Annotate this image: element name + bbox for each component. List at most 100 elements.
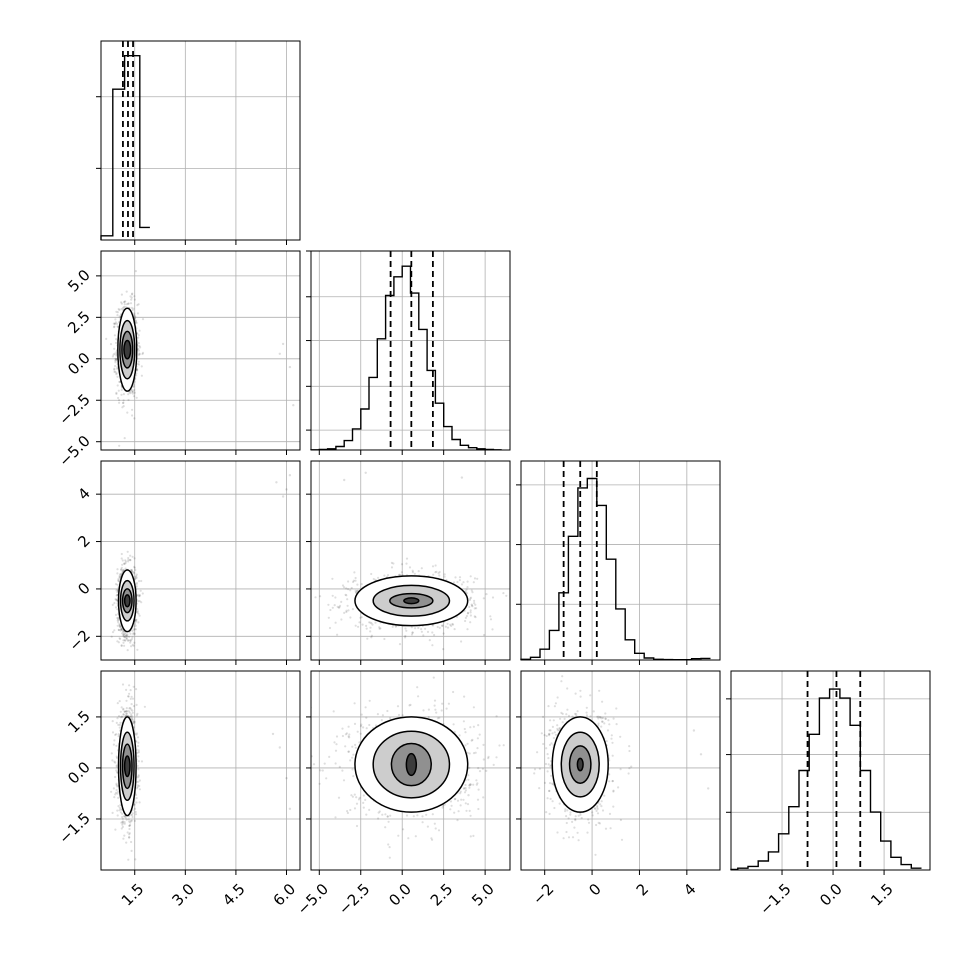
scatter-point — [111, 811, 114, 815]
scatter-point — [125, 637, 128, 640]
scatter-point — [133, 313, 136, 316]
scatter-point — [124, 300, 127, 303]
scatter-point — [125, 638, 128, 641]
scatter-point — [346, 598, 349, 601]
scatter-point — [285, 488, 288, 491]
scatter-point — [123, 437, 126, 440]
scatter-point — [136, 736, 140, 739]
scatter-point — [129, 706, 132, 710]
scatter-point — [131, 718, 134, 721]
scatter-point — [128, 836, 131, 839]
scatter-point — [135, 732, 139, 735]
scatter-point — [129, 558, 132, 562]
scatter-point — [384, 826, 387, 829]
scatter-point — [458, 579, 461, 582]
scatter-point — [116, 384, 119, 387]
scatter-point — [351, 608, 354, 611]
scatter-point — [441, 702, 444, 705]
scatter-point — [129, 302, 133, 305]
scatter-point — [136, 362, 139, 365]
scatter-point — [123, 301, 126, 304]
scatter-point — [278, 746, 281, 749]
scatter-point — [487, 757, 490, 760]
scatter-point — [115, 354, 118, 357]
scatter-point — [345, 609, 348, 612]
scatter-point — [341, 734, 344, 738]
scatter-point — [118, 625, 121, 628]
scatter-point — [111, 631, 115, 634]
scatter-point — [128, 836, 131, 839]
scatter-point — [125, 699, 128, 702]
scatter-point — [398, 573, 401, 576]
scatter-point — [469, 597, 472, 600]
scatter-point — [136, 304, 139, 307]
scatter-point — [275, 481, 278, 484]
scatter-point — [135, 740, 138, 743]
scatter-point — [350, 586, 353, 590]
scatter-point — [120, 644, 123, 647]
scatter-point — [347, 580, 350, 583]
scatter-point — [113, 367, 116, 370]
scatter-point — [118, 700, 121, 703]
scatter-point — [358, 621, 361, 624]
scatter-point — [118, 308, 121, 312]
scatter-point — [116, 367, 119, 370]
scatter-point — [114, 364, 117, 368]
scatter-point — [138, 353, 141, 356]
scatter-point — [120, 308, 123, 311]
scatter-point — [134, 577, 137, 581]
scatter-point — [482, 597, 485, 600]
scatter-point — [129, 568, 133, 572]
scatter-point — [123, 305, 126, 308]
scatter-point — [110, 752, 113, 755]
scatter-point — [127, 695, 130, 698]
histogram-panel-2 — [516, 460, 721, 665]
scatter-point — [355, 824, 359, 828]
scatter-point — [136, 751, 139, 755]
scatter-point — [127, 639, 130, 642]
scatter-point — [433, 699, 437, 702]
scatter-point — [463, 727, 466, 731]
scatter-point — [319, 769, 322, 772]
scatter-point — [398, 573, 401, 577]
scatter-point — [120, 821, 123, 824]
scatter-point — [117, 723, 120, 727]
scatter-point — [120, 566, 123, 569]
scatter-point — [345, 587, 348, 590]
scatter-point — [130, 708, 133, 711]
scatter-panel-0-1 — [96, 250, 301, 455]
scatter-point — [130, 695, 133, 698]
scatter-point — [133, 312, 136, 315]
panel-frame — [100, 250, 301, 451]
scatter-point — [133, 720, 136, 723]
scatter-point — [475, 783, 478, 786]
scatter-point — [121, 307, 124, 310]
scatter-point — [360, 616, 363, 619]
scatter-point — [109, 343, 113, 346]
scatter-point — [397, 713, 401, 717]
scatter-point — [417, 570, 420, 573]
scatter-point — [115, 783, 118, 787]
scatter-point — [347, 750, 350, 753]
scatter-point — [121, 563, 124, 566]
scatter-point — [432, 676, 435, 679]
scatter-point — [132, 644, 135, 647]
scatter-point — [129, 392, 132, 395]
scatter-point — [133, 807, 137, 810]
scatter-point — [114, 828, 117, 831]
scatter-point — [417, 626, 420, 630]
contour-line — [121, 743, 133, 790]
scatter-point — [113, 602, 116, 605]
scatter-point — [288, 474, 292, 477]
scatter-point — [117, 628, 120, 632]
scatter-point — [132, 720, 135, 723]
scatter-point — [470, 603, 473, 606]
scatter-point — [114, 357, 117, 360]
scatter-point — [112, 326, 116, 329]
scatter-point — [374, 724, 378, 727]
scatter-point — [136, 369, 139, 372]
scatter-point — [131, 292, 134, 295]
scatter-point — [129, 819, 132, 823]
histogram-panel-1 — [306, 250, 511, 455]
